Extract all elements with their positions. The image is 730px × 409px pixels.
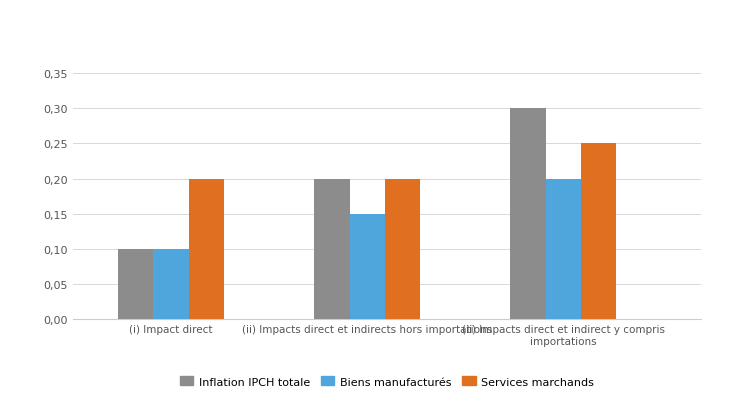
Bar — [385, 179, 420, 319]
Bar — [153, 249, 189, 319]
Bar — [581, 144, 616, 319]
Bar — [189, 179, 224, 319]
Bar — [350, 214, 385, 319]
Bar — [315, 179, 350, 319]
Bar — [546, 179, 581, 319]
Bar — [510, 109, 546, 319]
Legend: Inflation IPCH totale, Biens manufacturés, Services marchands: Inflation IPCH totale, Biens manufacturé… — [175, 372, 599, 391]
Bar — [118, 249, 153, 319]
